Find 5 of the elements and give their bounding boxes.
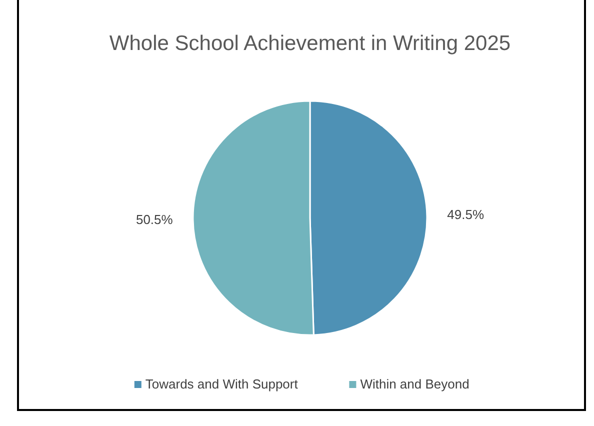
data-label: 49.5% bbox=[447, 206, 484, 222]
data-label: 50.5% bbox=[136, 212, 174, 227]
legend-label: Within and Beyond bbox=[360, 376, 470, 392]
legend-label: Towards and With Support bbox=[145, 376, 298, 392]
chart-title: Whole School Achievement in Writing 2025 bbox=[109, 32, 511, 55]
